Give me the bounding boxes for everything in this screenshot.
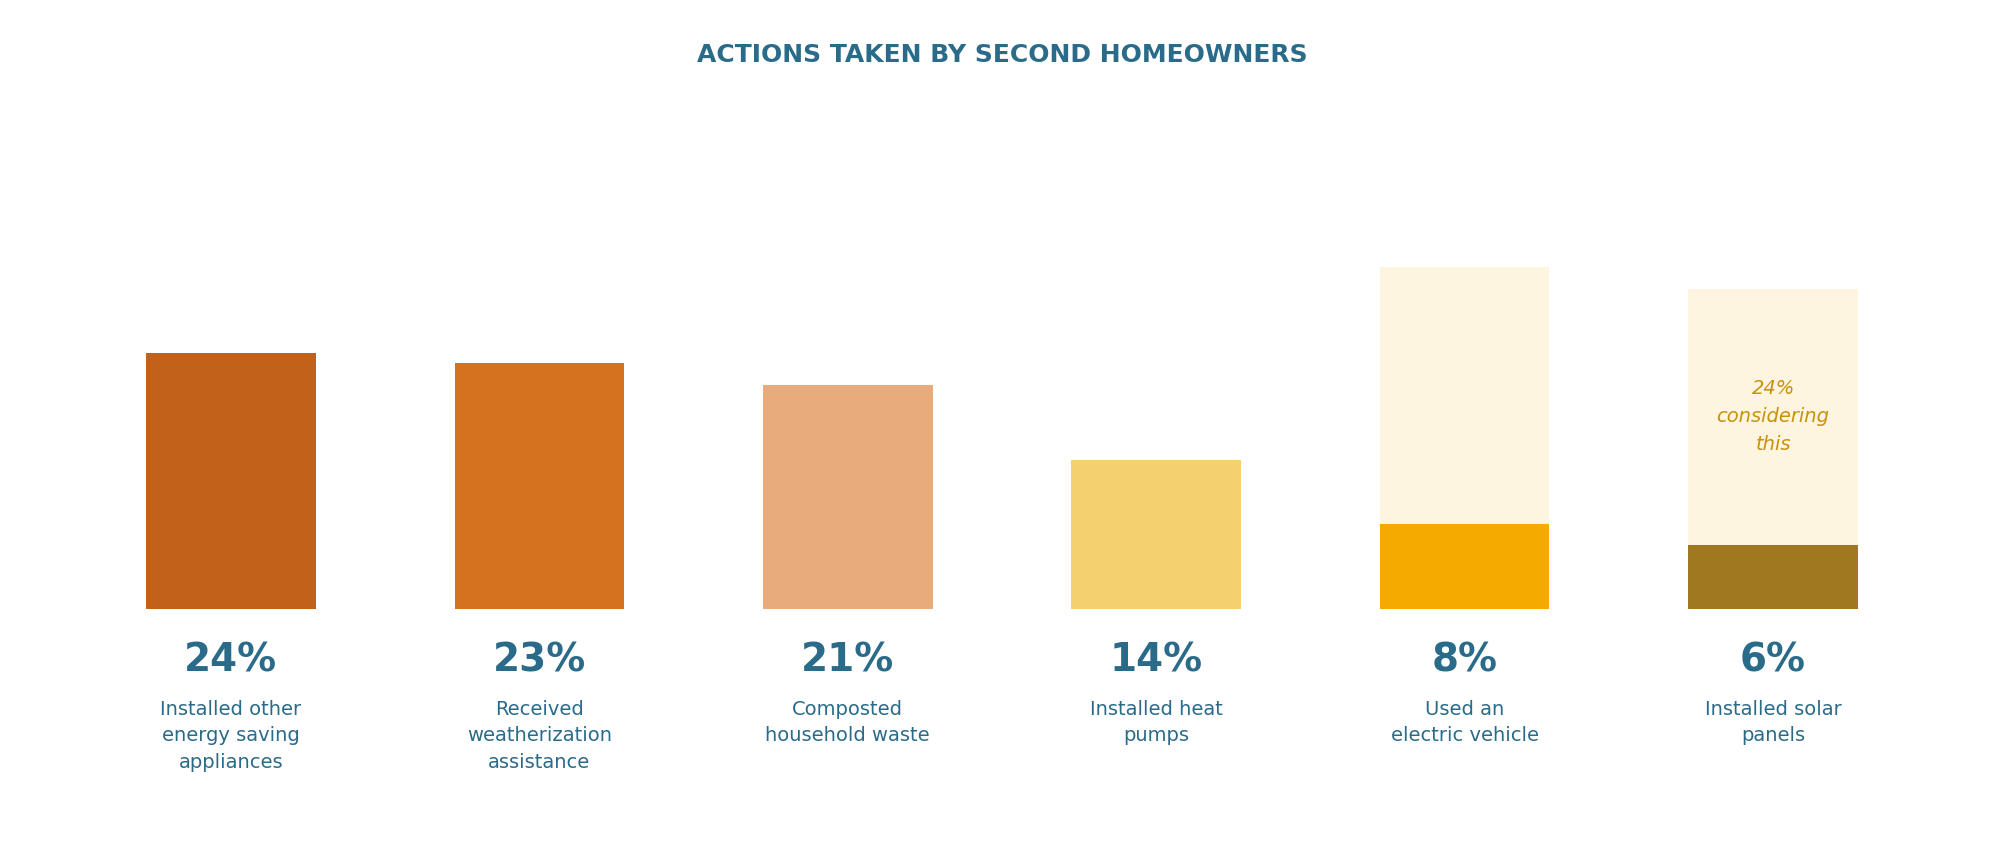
Text: Installed heat
pumps: Installed heat pumps	[1090, 700, 1222, 746]
Bar	[1381, 267, 1549, 609]
Bar	[1687, 545, 1858, 609]
Bar	[1687, 289, 1858, 609]
Bar	[1381, 524, 1549, 609]
Text: 21%: 21%	[802, 641, 894, 679]
Text: ACTIONS TAKEN BY SECOND HOMEOWNERS: ACTIONS TAKEN BY SECOND HOMEOWNERS	[697, 43, 1307, 67]
Text: 14%: 14%	[1110, 641, 1202, 679]
Bar	[455, 363, 623, 609]
Bar	[764, 385, 932, 609]
Bar	[146, 353, 317, 609]
Bar	[1072, 460, 1240, 609]
Text: Used an
electric vehicle: Used an electric vehicle	[1391, 700, 1539, 746]
Text: 6%: 6%	[1739, 641, 1806, 679]
Text: Installed solar
panels: Installed solar panels	[1705, 700, 1842, 746]
Text: 23%: 23%	[493, 641, 585, 679]
Text: Composted
household waste: Composted household waste	[766, 700, 930, 746]
Text: 24%
considering
this: 24% considering this	[1717, 380, 1830, 454]
Text: 8%: 8%	[1431, 641, 1497, 679]
Text: Installed other
energy saving
appliances: Installed other energy saving appliances	[160, 700, 301, 772]
Text: 24%: 24%	[184, 641, 277, 679]
Text: Received
weatherization
assistance: Received weatherization assistance	[467, 700, 611, 772]
